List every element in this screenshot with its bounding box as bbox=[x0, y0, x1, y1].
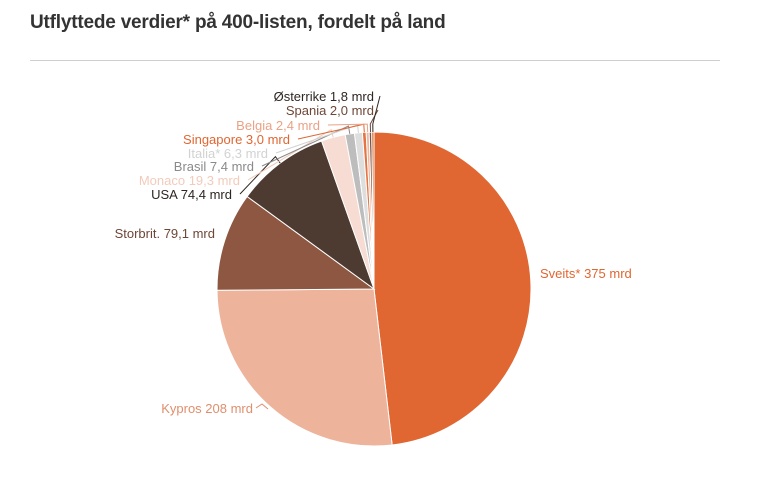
slice-label-name: Spania bbox=[286, 103, 330, 118]
slice-label-5: Monaco 19,3 mrd bbox=[139, 173, 240, 188]
slice-label-10: Spania 2,0 mrd bbox=[286, 103, 374, 118]
chart-title: Utflyttede verdier* på 400-listen, forde… bbox=[30, 12, 446, 33]
slice-label-value: 375 mrd bbox=[584, 266, 632, 281]
slice-label-value: 19,3 mrd bbox=[189, 173, 240, 188]
leader-line-2 bbox=[255, 403, 269, 410]
leader-lines bbox=[239, 95, 381, 410]
pie-slice-3 bbox=[216, 195, 376, 291]
slice-label-name: Brasil bbox=[174, 159, 210, 174]
slice-label-4: USA 74,4 mrd bbox=[151, 187, 232, 202]
slice-label-value: 7,4 mrd bbox=[210, 159, 254, 174]
slice-label-value: 1,8 mrd bbox=[330, 89, 374, 104]
slice-label-3: Storbrit. 79,1 mrd bbox=[115, 226, 215, 241]
slice-label-value: 208 mrd bbox=[205, 401, 253, 416]
leader-line-11 bbox=[372, 95, 381, 133]
leader-line-9 bbox=[327, 123, 369, 133]
slice-label-value: 74,4 mrd bbox=[181, 187, 232, 202]
slice-label-9: Belgia 2,4 mrd bbox=[236, 118, 320, 133]
slice-label-11: Østerrike 1,8 mrd bbox=[274, 89, 374, 104]
slice-label-value: 3,0 mrd bbox=[246, 132, 290, 147]
pie-slice-11 bbox=[371, 131, 375, 290]
slice-label-value: 6,3 mrd bbox=[224, 146, 268, 161]
slice-label-1: Sveits* 375 mrd bbox=[540, 266, 632, 281]
slice-label-name: Kypros bbox=[161, 401, 205, 416]
slice-label-name: USA bbox=[151, 187, 181, 202]
slice-label-2: Kypros 208 mrd bbox=[161, 401, 253, 416]
slice-label-name: Sveits* bbox=[540, 266, 584, 281]
pie-slice-1 bbox=[373, 131, 532, 446]
slice-label-name: Italia* bbox=[188, 146, 224, 161]
slice-label-name: Singapore bbox=[183, 132, 246, 147]
slice-label-name: Belgia bbox=[236, 118, 276, 133]
slice-label-name: Monaco bbox=[139, 173, 189, 188]
pie-slice-4 bbox=[246, 140, 376, 291]
slice-label-value: 79,1 mrd bbox=[164, 226, 215, 241]
title-divider bbox=[30, 60, 720, 61]
slice-label-name: Storbrit. bbox=[115, 226, 164, 241]
slice-label-6: Brasil 7,4 mrd bbox=[174, 159, 254, 174]
pie-slices bbox=[216, 131, 532, 447]
leader-line-6 bbox=[261, 125, 351, 167]
slice-labels: Sveits* 375 mrd Kypros 208 mrd Storbrit. 7… bbox=[115, 89, 632, 416]
slice-label-name: Østerrike bbox=[274, 89, 330, 104]
slice-label-value: 2,4 mrd bbox=[276, 118, 320, 133]
leader-line-5 bbox=[247, 128, 334, 181]
slice-label-8: Singapore 3,0 mrd bbox=[183, 132, 290, 147]
pie-slice-2 bbox=[216, 288, 393, 447]
slice-label-7: Italia* 6,3 mrd bbox=[188, 146, 268, 161]
slice-label-value: 2,0 mrd bbox=[330, 103, 374, 118]
